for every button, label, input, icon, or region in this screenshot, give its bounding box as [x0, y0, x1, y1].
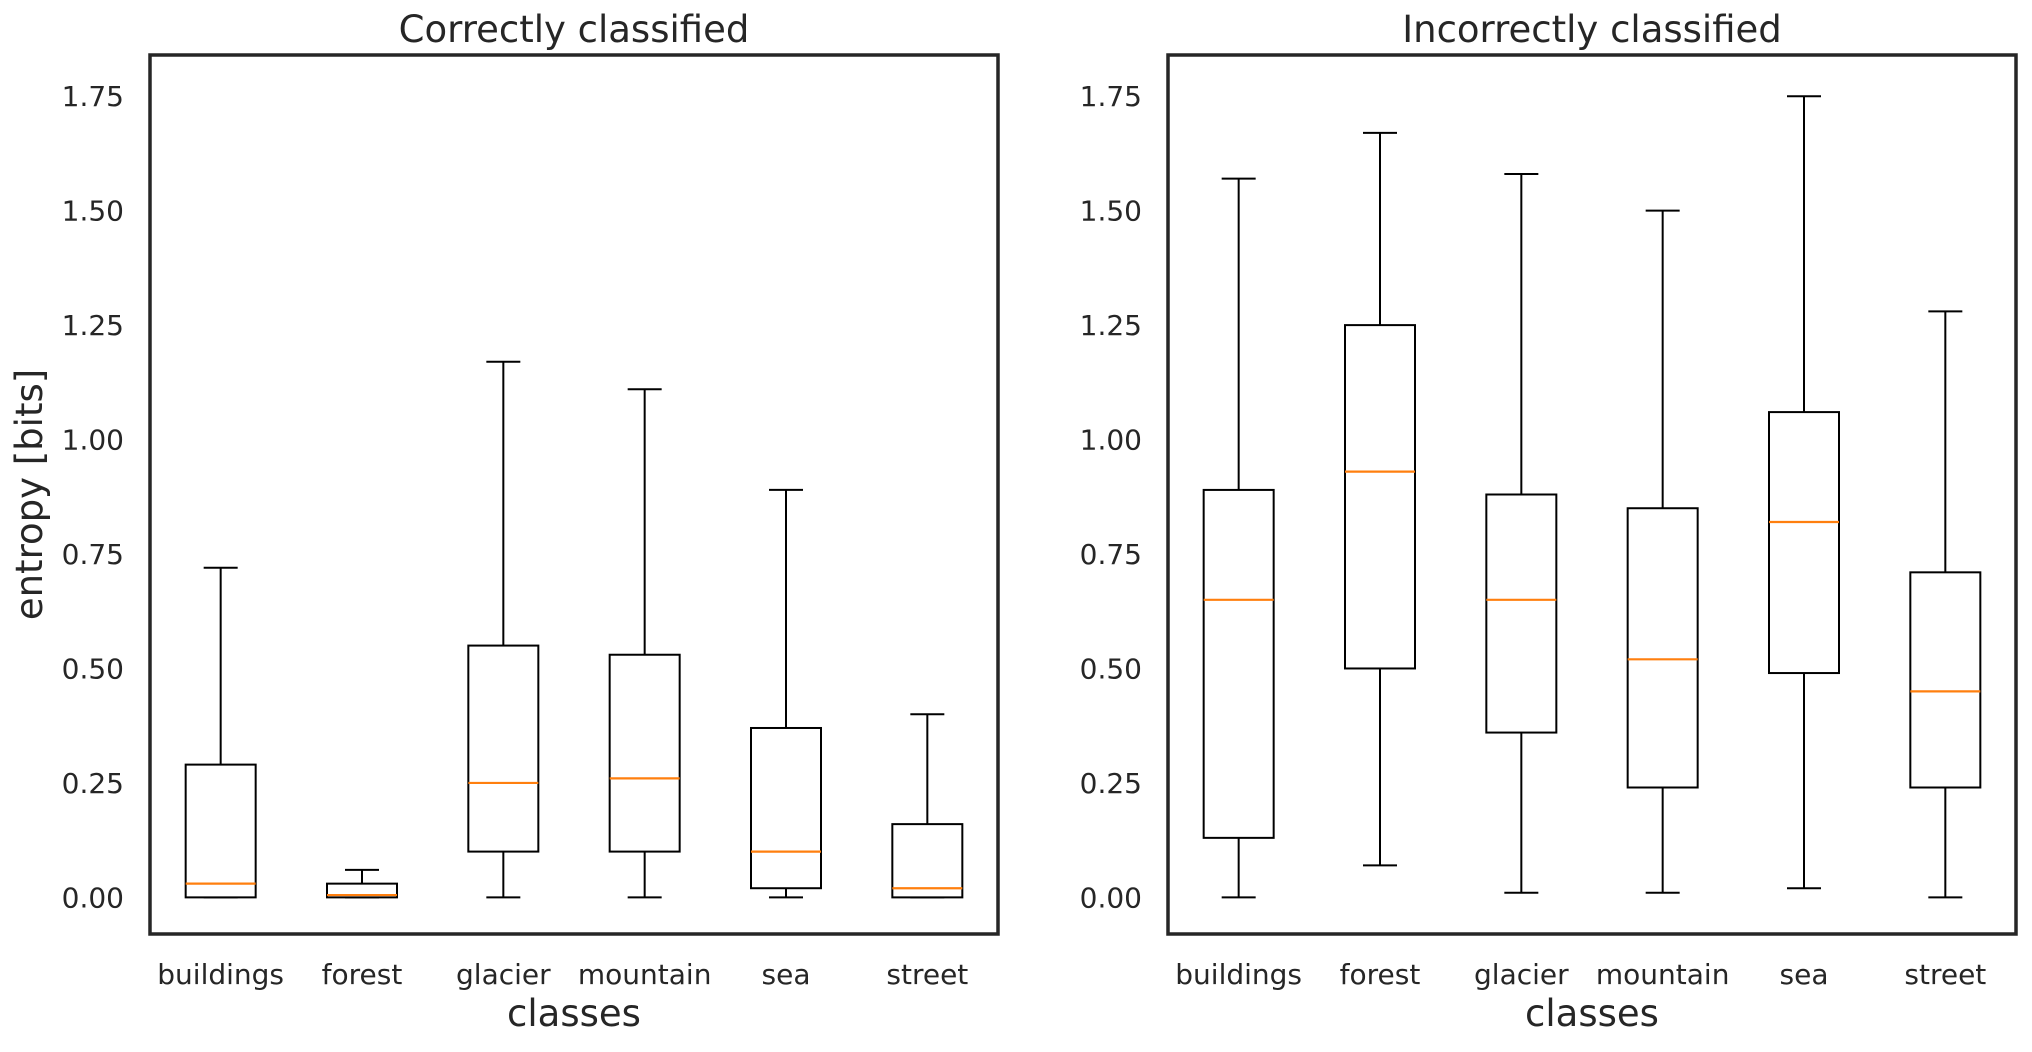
panel-incorrectly-classified: Incorrectly classified 0.00 0.25 0.50 0.75 1.…	[1080, 8, 2018, 1035]
y-tick-label: 1.25	[62, 309, 124, 342]
iqr-box	[184, 763, 257, 899]
chart-title: Incorrectly classified	[1402, 8, 1782, 51]
y-tick-label: 0.75	[62, 538, 124, 571]
iqr-box	[608, 653, 681, 853]
box-glacier	[467, 360, 540, 899]
iqr-box	[1485, 493, 1558, 734]
y-tick-label: 0.25	[1080, 767, 1142, 800]
iqr-box	[1909, 571, 1982, 789]
box-sea	[750, 488, 822, 899]
y-tick-label: 0.50	[1080, 652, 1142, 685]
y-tick-label: 1.75	[1080, 80, 1142, 113]
box-street	[891, 713, 964, 899]
y-tick-label: 0.75	[1080, 538, 1142, 571]
x-tick-label: buildings	[157, 958, 284, 991]
y-tick-label: 1.75	[62, 80, 124, 113]
box-buildings	[184, 566, 257, 899]
chart-title: Correctly classified	[399, 8, 750, 51]
y-tick-label: 1.50	[62, 195, 124, 228]
x-tick-label: glacier	[1474, 958, 1569, 991]
y-tick-label: 1.50	[1080, 195, 1142, 228]
x-axis-label: classes	[1525, 992, 1659, 1035]
y-tick-label: 1.00	[62, 424, 124, 457]
x-tick-label: forest	[1340, 958, 1421, 991]
x-tick-label: sea	[762, 958, 811, 991]
box-mountain	[608, 388, 681, 899]
box-sea	[1768, 95, 1840, 890]
x-tick-label: street	[1904, 958, 1986, 991]
y-tick-label: 1.25	[1080, 309, 1142, 342]
box-forest	[1344, 131, 1416, 867]
axes-frame	[1166, 53, 2018, 936]
x-tick-label: glacier	[456, 958, 551, 991]
y-tick-label: 0.00	[62, 881, 124, 914]
x-tick-label: buildings	[1175, 958, 1302, 991]
box-forest	[326, 868, 398, 899]
iqr-box	[1344, 324, 1416, 670]
iqr-box	[1626, 507, 1699, 789]
x-tick-label: street	[886, 958, 968, 991]
box-mountain	[1626, 209, 1699, 894]
iqr-box	[1768, 411, 1840, 675]
panel-correctly-classified: Correctly classified 0.00 0.25 0.50 0.75 1.00…	[8, 8, 1000, 1035]
iqr-box	[891, 823, 964, 899]
y-tick-label: 0.50	[62, 652, 124, 685]
box-buildings	[1202, 177, 1275, 899]
x-tick-label: mountain	[578, 958, 712, 991]
y-tick-label: 0.00	[1080, 881, 1142, 914]
x-axis-label: classes	[507, 992, 641, 1035]
x-tick-label: mountain	[1596, 958, 1730, 991]
axes-frame	[148, 53, 1000, 936]
y-axis-label: entropy [bits]	[8, 369, 51, 620]
iqr-box	[467, 644, 540, 853]
iqr-box	[750, 726, 822, 890]
iqr-box	[1202, 488, 1275, 839]
box-street	[1909, 310, 1982, 899]
box-glacier	[1485, 173, 1558, 894]
x-tick-label: sea	[1780, 958, 1829, 991]
y-tick-label: 0.25	[62, 767, 124, 800]
y-tick-label: 1.00	[1080, 424, 1142, 457]
x-tick-label: forest	[322, 958, 403, 991]
iqr-box	[326, 882, 398, 899]
